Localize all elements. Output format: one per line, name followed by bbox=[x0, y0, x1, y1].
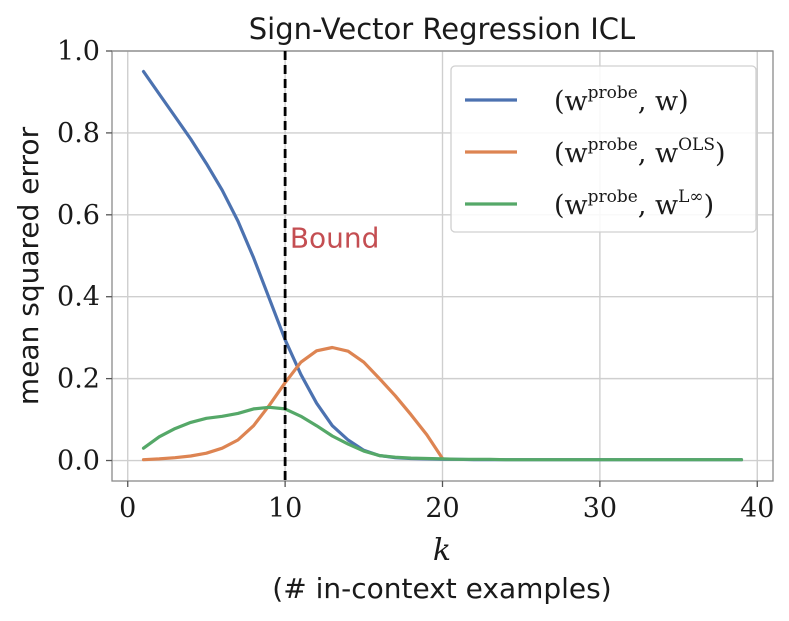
legend-superscript: OLS bbox=[678, 135, 715, 155]
x-tick-label: 40 bbox=[740, 493, 774, 524]
legend-text-part: , w bbox=[638, 138, 678, 169]
y-tick-label: 0.0 bbox=[57, 446, 100, 477]
legend-text-part: ) bbox=[715, 138, 726, 169]
legend-label-1: (wprobe, wOLS) bbox=[554, 135, 726, 169]
bound-annotation: Bound bbox=[290, 222, 380, 255]
y-tick-label: 1.0 bbox=[57, 36, 100, 67]
x-tick-label: 0 bbox=[119, 493, 136, 524]
x-axis-variable: k bbox=[433, 533, 451, 568]
legend-superscript: L∞ bbox=[678, 187, 703, 207]
legend-label-2: (wprobe, wL∞) bbox=[554, 187, 714, 221]
axes: 0.0 0.2 0.4 0.6 0.8 1.0 0 10 20 30 40 bbox=[57, 36, 774, 524]
chart-title: Sign-Vector Regression ICL bbox=[249, 12, 635, 46]
legend-text-part: (w bbox=[554, 190, 588, 221]
legend-superscript: probe bbox=[588, 135, 638, 155]
legend-superscript: probe bbox=[588, 187, 638, 207]
series-lines bbox=[141, 69, 744, 462]
legend-label-0: (wprobe, w) bbox=[554, 83, 689, 117]
y-tick-label: 0.6 bbox=[57, 200, 100, 231]
y-axis-label: mean squared error bbox=[12, 126, 45, 405]
x-tick-label: 30 bbox=[583, 493, 617, 524]
legend-text-part: (w bbox=[554, 86, 588, 117]
legend-text-part: ) bbox=[704, 190, 715, 221]
legend-text-part: (w bbox=[554, 138, 588, 169]
legend-box bbox=[450, 65, 757, 233]
y-tick-label: 0.2 bbox=[57, 364, 100, 395]
legend: (wprobe, w)(wprobe, wOLS)(wprobe, wL∞) bbox=[450, 65, 757, 233]
x-axis-label: (# in-context examples) bbox=[272, 572, 611, 605]
series-line-1 bbox=[141, 345, 445, 462]
legend-superscript: probe bbox=[588, 83, 638, 103]
y-tick-label: 0.8 bbox=[57, 118, 100, 149]
legend-text-part: , w bbox=[638, 190, 678, 221]
y-tick-label: 0.4 bbox=[57, 282, 100, 313]
series-line-2 bbox=[141, 405, 744, 462]
x-tick-label: 10 bbox=[268, 493, 302, 524]
legend-text-part: , w) bbox=[638, 86, 689, 117]
x-tick-label: 20 bbox=[425, 493, 459, 524]
